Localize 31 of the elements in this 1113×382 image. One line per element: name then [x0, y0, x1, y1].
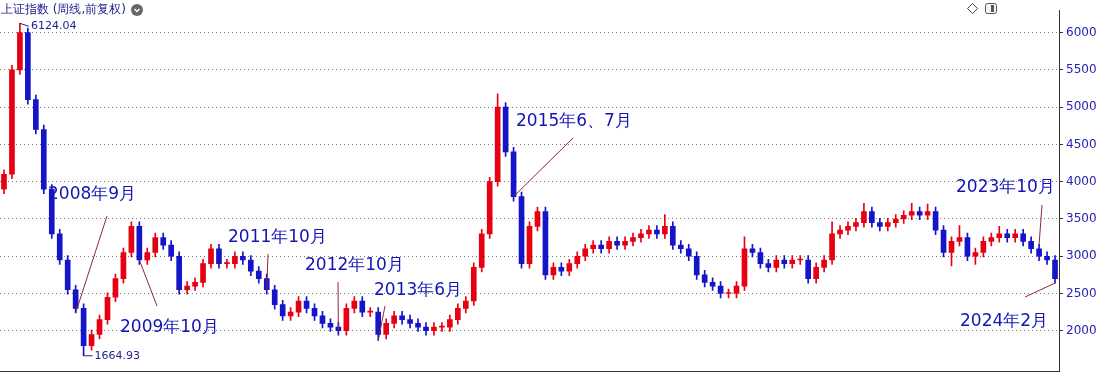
y-tick-label: 6000 [1066, 24, 1097, 39]
annotation: 2023年10月 [956, 176, 1055, 196]
annotation: 2024年2月 [960, 310, 1049, 330]
candlestick [1044, 251, 1050, 265]
candlestick [240, 251, 246, 265]
annotation: 6124.04 [30, 19, 77, 33]
y-tick-label: 4500 [1066, 136, 1097, 151]
candlestick [677, 240, 684, 254]
candlestick [590, 240, 597, 254]
annotation: 2011年10月 [228, 226, 327, 246]
candlestick [837, 225, 843, 239]
candlestick [184, 281, 190, 295]
y-tick-label: 5500 [1066, 61, 1097, 76]
candlestick [423, 322, 429, 336]
annotation: 2012年10月 [305, 254, 404, 274]
annotation: 1664.93 [94, 348, 141, 362]
candlestick [646, 225, 652, 239]
y-tick-label: 2000 [1066, 322, 1097, 337]
annotation: 2015年6、7月 [516, 110, 632, 130]
candlestick [598, 240, 604, 254]
y-tick-label: 2500 [1066, 285, 1097, 300]
y-tick-label: 5000 [1066, 99, 1097, 114]
y-tick-label: 3000 [1066, 248, 1097, 263]
y-tick-label: 4000 [1066, 173, 1097, 188]
candlestick [654, 225, 660, 239]
candlestick [431, 322, 437, 336]
candlestick [900, 210, 907, 224]
annotation: 2013年6月 [374, 279, 463, 299]
y-tick-label: 3500 [1066, 211, 1097, 226]
annotation: 2009年10月 [120, 316, 219, 336]
chart-title: 上证指数 (周线,前复权) [1, 1, 126, 18]
